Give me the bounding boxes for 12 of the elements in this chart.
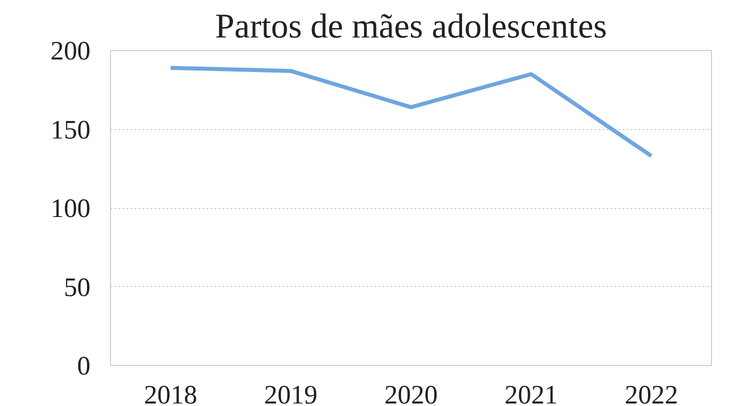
x-tick-label: 2018 [144,380,198,406]
line-series [168,66,654,158]
x-tick-label: 2022 [624,380,678,406]
y-tick-label: 50 [64,272,90,302]
x-tick-label: 2021 [504,380,558,406]
y-tick-label: 100 [50,193,90,223]
x-tick-label: 2020 [384,380,438,406]
y-tick-label: 200 [50,36,90,66]
y-tick-label: 0 [77,350,90,380]
y-tick-label: 150 [50,114,90,144]
x-tick-label: 2019 [264,380,318,406]
chart-title: Partos de mães adolescentes [215,8,607,46]
